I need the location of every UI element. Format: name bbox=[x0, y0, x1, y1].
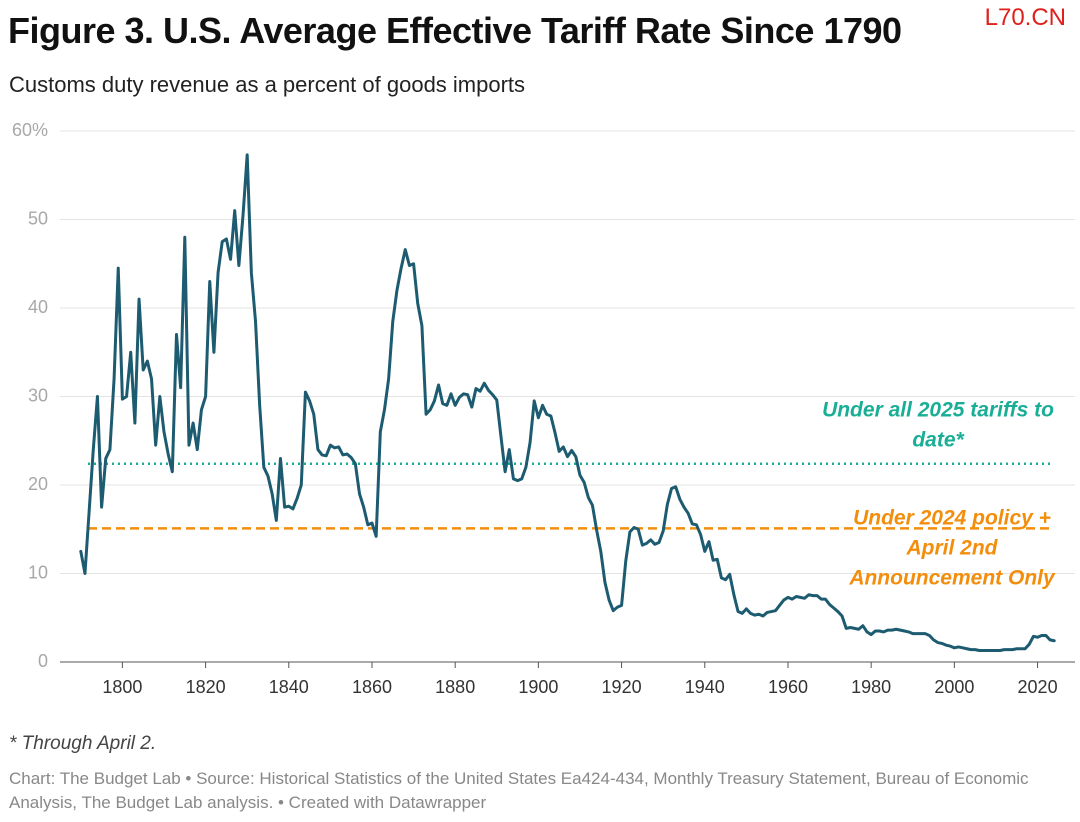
x-tick-label: 1940 bbox=[685, 677, 725, 697]
y-tick-label: 10 bbox=[28, 562, 48, 582]
annotation: Under 2024 policy + bbox=[853, 507, 1051, 530]
x-tick-label: 1860 bbox=[352, 677, 392, 697]
x-tick-label: 1960 bbox=[768, 677, 808, 697]
line-series bbox=[79, 153, 1056, 652]
annotation: Under all 2025 tariffs to bbox=[822, 399, 1054, 422]
x-tick-label: 1980 bbox=[851, 677, 891, 697]
x-tick-label: 1820 bbox=[186, 677, 226, 697]
annotation: April 2nd bbox=[905, 537, 998, 560]
x-tick-label: 2020 bbox=[1018, 677, 1058, 697]
y-tick-label: 30 bbox=[28, 385, 48, 405]
x-tick-label: 2000 bbox=[934, 677, 974, 697]
chart-subtitle: Customs duty revenue as a percent of goo… bbox=[9, 72, 526, 97]
chart-title: Figure 3. U.S. Average Effective Tariff … bbox=[8, 10, 902, 51]
x-tick-label: 1920 bbox=[602, 677, 642, 697]
x-tick-label: 1880 bbox=[435, 677, 475, 697]
y-tick-label: 60% bbox=[12, 120, 48, 140]
y-tick-label: 50 bbox=[28, 208, 48, 228]
y-tick-label: 0 bbox=[38, 651, 48, 671]
y-tick-label: 20 bbox=[28, 474, 48, 494]
x-tick-label: 1840 bbox=[269, 677, 309, 697]
x-tick-label: 1900 bbox=[518, 677, 558, 697]
annotation: date* bbox=[912, 429, 964, 452]
watermark: L70.CN bbox=[984, 4, 1066, 31]
footnote: * Through April 2. bbox=[9, 733, 157, 754]
x-tick-label: 1800 bbox=[102, 677, 142, 697]
y-tick-label: 40 bbox=[28, 297, 48, 317]
annotation: Announcement Only bbox=[848, 567, 1056, 590]
source: Chart: The Budget Lab • Source: Historic… bbox=[9, 769, 1029, 812]
